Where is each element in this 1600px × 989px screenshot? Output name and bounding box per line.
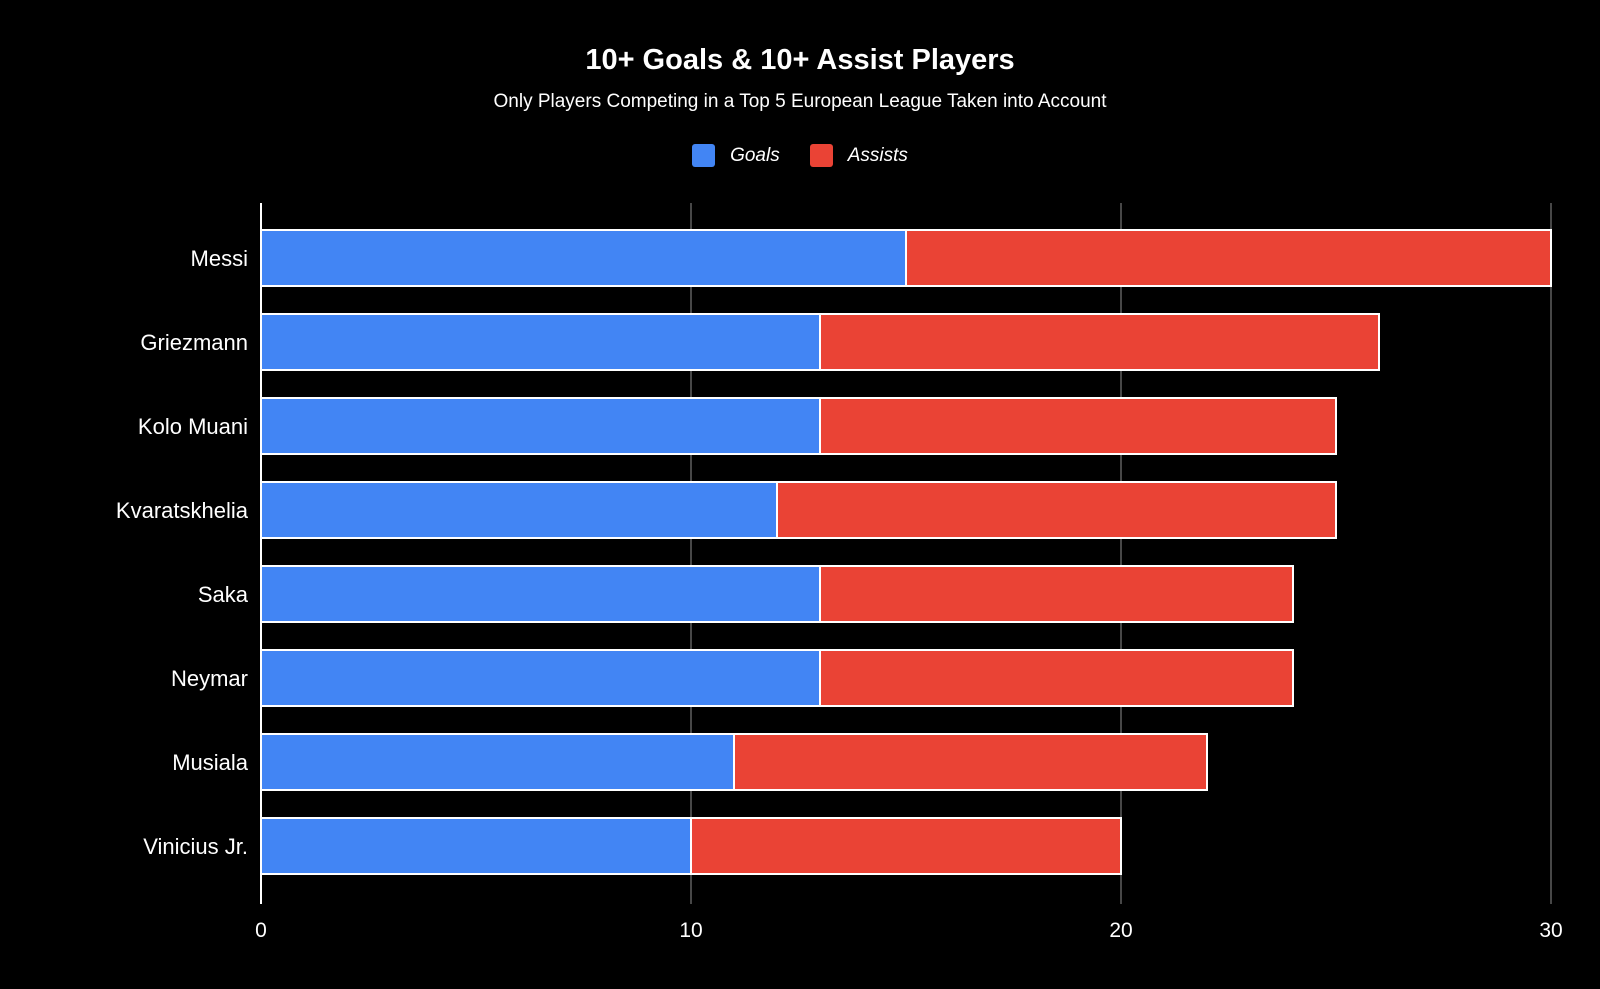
bar-goals-2 [260, 397, 821, 455]
category-label: Kolo Muani [138, 414, 248, 439]
bar-assists-3 [776, 481, 1337, 539]
category-label: Saka [198, 582, 249, 607]
bars [260, 229, 1552, 875]
category-label: Musiala [172, 750, 249, 775]
bar-goals-1 [260, 313, 821, 371]
bar-goals-6 [260, 733, 735, 791]
legend-item-assists[interactable]: Assists [809, 144, 908, 167]
gridlines [690, 203, 1552, 904]
x-tick-label-30: 30 [1539, 919, 1562, 942]
category-label: Griezmann [140, 330, 248, 355]
bar-assists-6 [733, 733, 1208, 791]
bar-assists-2 [819, 397, 1337, 455]
bar-goals-5 [260, 649, 821, 707]
chart-title: 10+ Goals & 10+ Assist Players [585, 44, 1015, 76]
category-label: Kvaratskhelia [116, 498, 249, 523]
axis-labels: 0 10 20 30 Messi Griezmann Kolo Muani Kvaratskh… [116, 246, 1563, 942]
category-label: Messi [191, 246, 248, 271]
bar-goals-0 [260, 229, 907, 287]
chart-subtitle: Only Players Competing in a Top 5 Europe… [493, 91, 1107, 112]
legend: Goals Assists [0, 144, 1600, 167]
legend-label-assists: Assists [847, 144, 908, 166]
bar-assists-5 [819, 649, 1294, 707]
bar-assists-7 [690, 817, 1122, 875]
bar-assists-0 [905, 229, 1552, 287]
x-tick-label-20: 20 [1109, 919, 1132, 942]
x-tick-label-10: 10 [679, 919, 702, 942]
bar-goals-7 [260, 817, 692, 875]
bar-goals-3 [260, 481, 778, 539]
bar-goals-4 [260, 565, 821, 623]
legend-swatch-assists [809, 144, 833, 167]
legend-swatch-goals [692, 144, 716, 167]
category-label: Vinicius Jr. [143, 834, 248, 859]
legend-item-goals[interactable]: Goals [692, 144, 780, 167]
x-tick-label-0: 0 [255, 919, 267, 942]
category-label: Neymar [171, 666, 248, 691]
legend-label-goals: Goals [730, 144, 780, 166]
bar-assists-1 [819, 313, 1380, 371]
bar-assists-4 [819, 565, 1294, 623]
